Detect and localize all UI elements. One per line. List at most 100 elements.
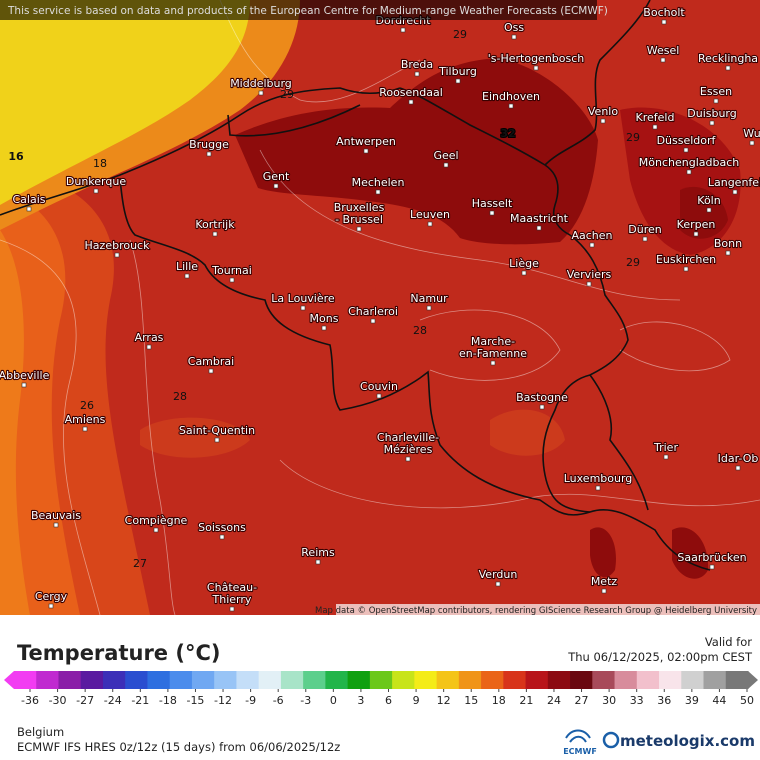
colorbar-arrow — [4, 671, 14, 689]
colorbar-tick-label: 3 — [357, 694, 364, 707]
city-name: Mons — [310, 312, 339, 325]
city-name: Soissons — [198, 521, 246, 534]
colorbar-segment — [14, 671, 37, 689]
city-dot — [184, 273, 190, 279]
hot-zone — [590, 527, 709, 579]
city-dot — [686, 169, 692, 175]
colorbar-tick-label: 6 — [385, 694, 392, 707]
colorbar-tick-label: 36 — [657, 694, 671, 707]
city-dot — [405, 456, 411, 462]
colorbar-tick-label: 18 — [492, 694, 506, 707]
city-name: Langenfel — [708, 176, 760, 189]
city-name: Bonn — [714, 237, 742, 250]
city-dot — [735, 465, 741, 471]
colorbar-segment — [147, 671, 171, 689]
city-name: Thierry — [212, 593, 252, 606]
city-dot — [595, 485, 601, 491]
notice-bar — [0, 0, 597, 20]
colorbar-segment — [191, 671, 215, 689]
city-name: Verviers — [567, 268, 612, 281]
city-name: 's-Hertogenbosch — [488, 52, 585, 65]
city-dot — [661, 19, 667, 25]
city-dot — [21, 382, 27, 388]
colorbar-segment — [570, 671, 593, 689]
city-dot — [660, 57, 666, 63]
city-name: Geel — [433, 149, 458, 162]
colorbar: -36 -30 -27 -24 -21 -18 -15 -12 -9 -6 -3 0 3 6 9 12 15 18… — [4, 671, 758, 707]
city-dot — [443, 162, 449, 168]
city-labels: DordrechtOssBocholt's-HertogenboschWesel… — [0, 5, 760, 612]
colorbar-segment — [636, 671, 660, 689]
city-name: Saint-Quentin — [179, 424, 255, 437]
contour-label: 16 — [8, 150, 24, 163]
city-name: Köln — [697, 194, 720, 207]
city-dot — [601, 588, 607, 594]
contour-label: 29 — [626, 256, 640, 269]
site-icon — [602, 731, 620, 749]
city-name: Aachen — [571, 229, 612, 242]
contour-label: 27 — [133, 557, 147, 570]
city-dot — [511, 34, 517, 40]
city-dot — [53, 522, 59, 528]
city-name: Liège — [509, 257, 539, 270]
colorbar-segment — [36, 671, 59, 689]
contour-label: 29 — [280, 88, 294, 101]
city-name: Leuven — [410, 208, 450, 221]
city-name: Saarbrücken — [677, 551, 746, 564]
colorbar-segment — [214, 671, 237, 689]
city-name: Middelburg — [230, 77, 292, 90]
colorbar-segment — [436, 671, 460, 689]
city-name: en-Famenne — [459, 347, 527, 360]
colorbar-tick-label: 9 — [413, 694, 420, 707]
colorbar-tick-label: 24 — [547, 694, 561, 707]
contour-label: 28 — [173, 390, 187, 403]
city-dot — [400, 27, 406, 33]
colorbar-tick-label: 39 — [685, 694, 699, 707]
city-name: Arras — [135, 331, 164, 344]
city-name: Euskirchen — [656, 253, 716, 266]
colorbar-segment — [280, 671, 304, 689]
city-dot — [212, 231, 218, 237]
attribution-bar — [336, 604, 760, 615]
city-dot — [589, 242, 595, 248]
city-name: Verdun — [479, 568, 518, 581]
valid-time: Thu 06/12/2025, 02:00pm CEST — [567, 650, 753, 664]
city-dot — [455, 78, 461, 84]
isotherms — [0, 0, 760, 616]
city-name: Duisburg — [687, 107, 737, 120]
city-name: Dunkerque — [66, 175, 126, 188]
city-dot — [495, 581, 501, 587]
colorbar-segment — [503, 671, 527, 689]
colorbar-segment — [236, 671, 260, 689]
city-dot — [663, 454, 669, 460]
notice: This service is based on data and produc… — [7, 5, 608, 17]
city-dot — [426, 305, 432, 311]
city-dot — [26, 206, 32, 212]
city-name: Idar-Ob — [718, 452, 759, 465]
colorbar-tick-label: 27 — [575, 694, 589, 707]
city-name: Bocholt — [643, 6, 685, 19]
colorbar-tick-label: -21 — [131, 694, 149, 707]
colorbar-tick-label: -6 — [273, 694, 284, 707]
city-dot — [363, 148, 369, 154]
city-dot — [732, 189, 738, 195]
colorbar-segment — [125, 671, 148, 689]
city-dot — [315, 559, 321, 565]
city-dot — [375, 189, 381, 195]
colorbar-tick-label: 30 — [602, 694, 616, 707]
colorbar-segment — [547, 671, 571, 689]
city-name: Cambrai — [188, 355, 234, 368]
city-name: Recklingha — [698, 52, 758, 65]
city-dot — [490, 360, 496, 366]
colorbar-segment — [525, 671, 549, 689]
city-name: Calais — [12, 193, 45, 206]
city-name: Tilburg — [438, 65, 477, 78]
borders — [0, 0, 711, 571]
colorbar-segment — [703, 671, 727, 689]
hot-zone — [680, 186, 728, 239]
city-dot — [709, 120, 715, 126]
colorbar-tick-label: 50 — [740, 694, 754, 707]
colorbar-tick-label: 0 — [330, 694, 337, 707]
contour-label: 18 — [93, 157, 107, 170]
city-name: Düsseldorf — [657, 134, 717, 147]
